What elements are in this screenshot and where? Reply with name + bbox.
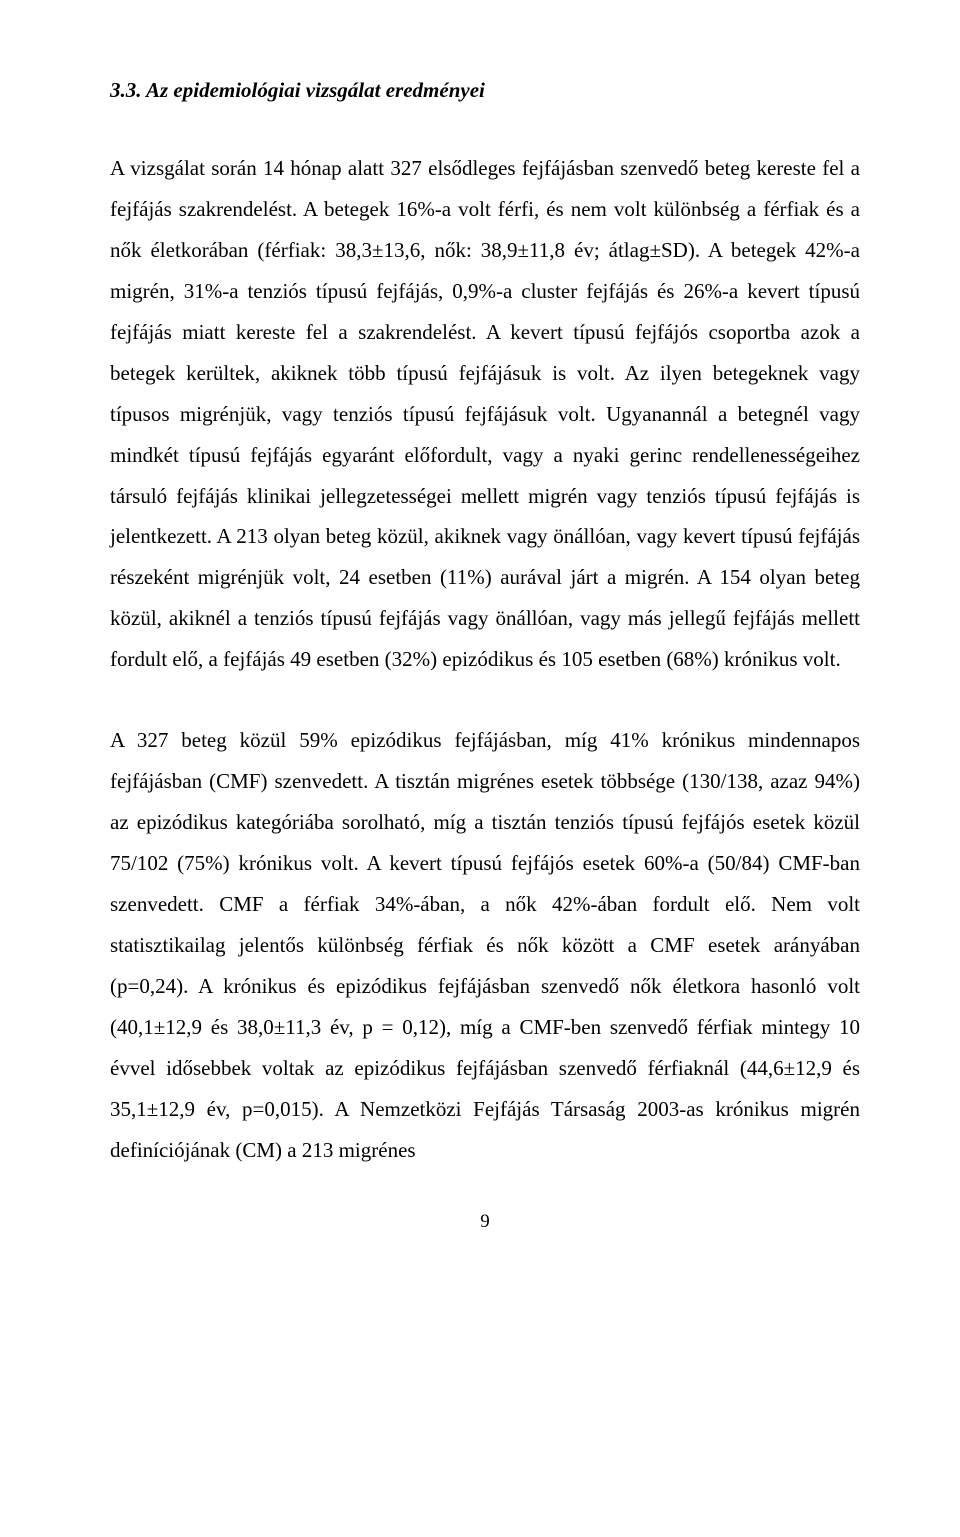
- body-paragraph-2: A 327 beteg közül 59% epizódikus fejfájá…: [110, 720, 860, 1170]
- page-number: 9: [110, 1211, 860, 1233]
- section-number: 3.3.: [110, 78, 142, 102]
- body-paragraph-1: A vizsgálat során 14 hónap alatt 327 els…: [110, 148, 860, 680]
- section-heading: 3.3. Az epidemiológiai vizsgálat eredmén…: [110, 78, 860, 103]
- section-title: Az epidemiológiai vizsgálat eredményei: [146, 78, 485, 102]
